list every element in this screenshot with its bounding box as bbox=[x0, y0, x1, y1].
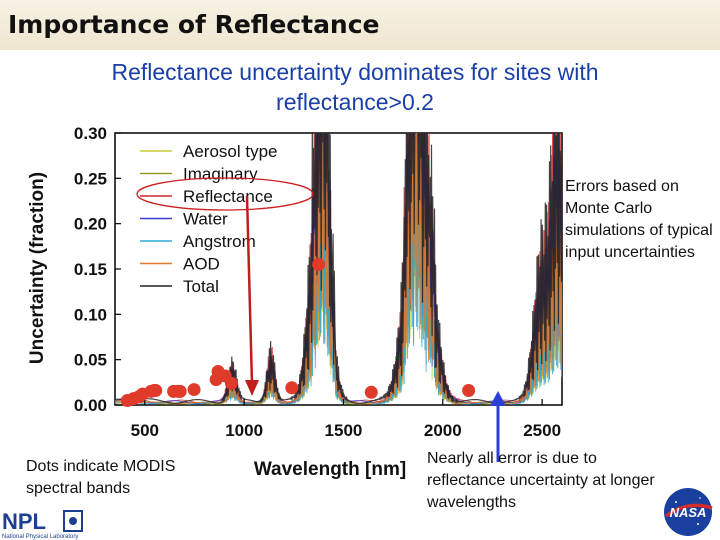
series-line-angstrom bbox=[115, 133, 562, 405]
y-tick-label: 0.05 bbox=[74, 351, 107, 370]
modis-band-dot bbox=[187, 383, 201, 397]
legend-label-angstrom: Angstrom bbox=[183, 232, 256, 251]
legend-label-aerosol-type: Aerosol type bbox=[183, 142, 278, 161]
axes-layer: 500 1000 1500 2000 2500 0.00 0.05 0.10 0.15 0.20 0… bbox=[74, 124, 561, 440]
legend-label-imaginary: Imaginary bbox=[183, 165, 258, 184]
modis-band-dot bbox=[224, 376, 238, 390]
npl-logo: NPL National Physical Laboratory bbox=[2, 509, 83, 540]
x-tick-label: 2000 bbox=[424, 421, 462, 440]
y-tick-label: 0.20 bbox=[74, 215, 107, 234]
nasa-meatball-icon bbox=[664, 488, 712, 536]
y-tick-label: 0.15 bbox=[74, 260, 107, 279]
y-tick-label: 0.25 bbox=[74, 169, 107, 188]
slide-title: Importance of Reflectance bbox=[8, 10, 380, 39]
npl-logo-text: NPL bbox=[2, 509, 46, 534]
y-axis-label: Uncertainty (fraction) bbox=[27, 172, 48, 364]
curves-layer bbox=[115, 133, 562, 405]
modis-band-dot bbox=[462, 383, 476, 397]
blue-arrowhead bbox=[490, 391, 506, 406]
x-tick-label: 2500 bbox=[523, 421, 561, 440]
y-tick-label: 0.30 bbox=[74, 124, 107, 143]
y-tick-label: 0.00 bbox=[74, 396, 107, 415]
modis-dots-layer bbox=[120, 257, 476, 407]
modis-band-dot bbox=[312, 257, 326, 271]
plot-frame bbox=[114, 132, 563, 406]
legend-label-water: Water bbox=[183, 210, 228, 229]
series-line-total bbox=[115, 133, 562, 405]
legend-label-total: Total bbox=[183, 277, 219, 296]
x-tick-label: 1000 bbox=[225, 421, 263, 440]
legend-label-reflectance: Reflectance bbox=[183, 187, 273, 206]
title-bar bbox=[0, 0, 720, 50]
npl-logo-subtext: National Physical Laboratory bbox=[2, 534, 78, 540]
red-arrow-line bbox=[245, 195, 254, 385]
note-reflectance-error: Nearly all error is due to reflectance u… bbox=[427, 450, 655, 511]
modis-band-dot bbox=[285, 381, 299, 395]
nasa-logo: NASA bbox=[664, 488, 713, 536]
modis-band-dot bbox=[173, 384, 187, 398]
reflectance-highlight-ellipse bbox=[136, 177, 314, 211]
x-tick-label: 500 bbox=[131, 421, 159, 440]
red-arrowhead bbox=[245, 380, 259, 396]
x-tick-label: 1500 bbox=[325, 421, 363, 440]
x-axis-label: Wavelength [nm] bbox=[254, 459, 406, 480]
modis-band-dot bbox=[364, 385, 378, 399]
slide-subtitle: Reflectance uncertainty dominates for si… bbox=[111, 59, 599, 115]
nasa-logo-text: NASA bbox=[670, 505, 707, 520]
modis-band-dot bbox=[149, 383, 163, 397]
note-modis-dots: Dots indicate MODIS spectral bands bbox=[26, 458, 176, 497]
y-tick-label: 0.10 bbox=[74, 305, 107, 324]
legend-label-aod: AOD bbox=[183, 255, 220, 274]
note-monte-carlo: Errors based on Monte Carlo simulations … bbox=[565, 178, 713, 261]
